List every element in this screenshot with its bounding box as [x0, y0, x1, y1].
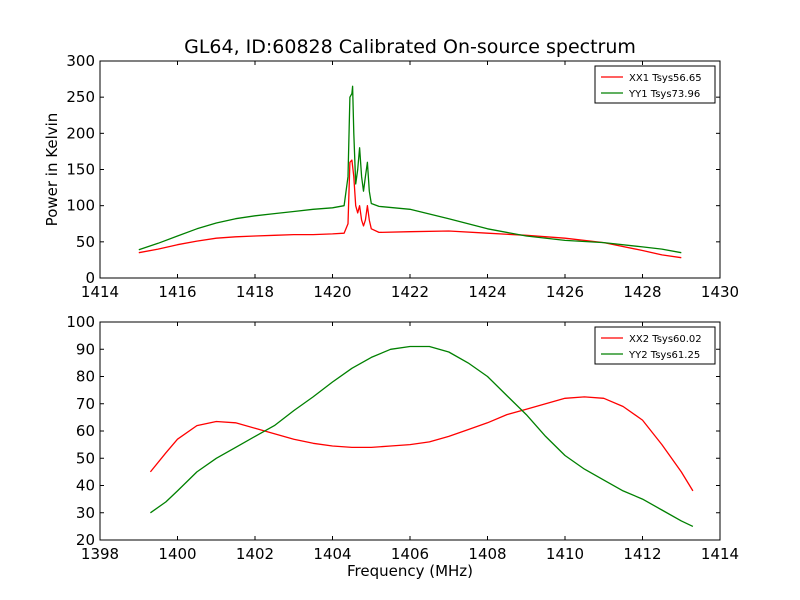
y-tick-label: 40 [76, 477, 95, 495]
series-line-2 [150, 345, 694, 527]
y-tick-label: 20 [76, 531, 95, 549]
legend-box [594, 65, 716, 104]
x-tick-label: 1416 [158, 283, 196, 301]
x-tick-label: 1412 [623, 545, 661, 563]
legend: XX2 Tsys60.02 YY2 Tsys61.25 [594, 326, 716, 365]
series-line-1 [149, 396, 694, 492]
y-axis-title: Power in Kelvin [43, 113, 61, 227]
x-tick-label: 1422 [391, 283, 429, 301]
x-tick-label: 1418 [236, 283, 274, 301]
y-tick-label: 100 [66, 197, 95, 215]
series-line-2 [138, 85, 682, 254]
x-tick-label: 1420 [313, 283, 351, 301]
legend-label-1: XX1 Tsys56.65 [629, 73, 702, 84]
x-tick-label: 1404 [313, 545, 351, 563]
x-tick-label: 1398 [81, 545, 119, 563]
chart-2: 1398 1400 1402 1404 1406 1408 1410 1412 1414 20 30… [66, 313, 739, 580]
y-tick-label: 150 [66, 161, 95, 179]
x-tick-label: 1406 [391, 545, 429, 563]
y-tick-label: 90 [76, 340, 95, 358]
y-tick-label: 250 [66, 88, 95, 106]
y-tick-label: 60 [76, 422, 95, 440]
y-tick-label: 30 [76, 504, 95, 522]
x-tick-label: 1424 [468, 283, 506, 301]
legend-label-2: YY2 Tsys61.25 [628, 350, 700, 361]
x-tick-label: 1408 [468, 545, 506, 563]
legend-label-2: YY1 Tsys73.96 [628, 89, 700, 100]
series-line-1 [138, 159, 682, 259]
legend-box [594, 326, 716, 365]
y-tick-label: 0 [85, 269, 95, 287]
series-group [149, 345, 694, 527]
series-group [138, 85, 682, 259]
y-tick-label: 300 [66, 52, 95, 70]
x-tick-label: 1402 [236, 545, 274, 563]
legend-label-1: XX2 Tsys60.02 [629, 334, 702, 345]
legend: XX1 Tsys56.65 YY1 Tsys73.96 [594, 65, 716, 104]
y-tick-label: 100 [66, 313, 95, 331]
x-tick-label: 1428 [623, 283, 661, 301]
y-tick-label: 70 [76, 395, 95, 413]
x-tick-label: 1410 [546, 545, 584, 563]
x-tick-label: 1414 [81, 283, 119, 301]
y-tick-label: 200 [66, 124, 95, 142]
x-tick-label: 1430 [701, 283, 739, 301]
x-tick-label: 1426 [546, 283, 584, 301]
y-tick-label: 50 [76, 449, 95, 467]
x-tick-label: 1400 [158, 545, 196, 563]
chart-title: GL64, ID:60828 Calibrated On-source spec… [184, 36, 636, 58]
charts: 1414 1416 1418 1420 1422 1424 1426 1428 14300501… [43, 52, 739, 580]
x-axis-title: Frequency (MHz) [347, 562, 473, 580]
y-tick-label: 50 [76, 233, 95, 251]
chart-1: 1414 1416 1418 1420 1422 1424 1426 1428 1430 0 50 1… [43, 52, 739, 301]
x-tick-label: 1414 [701, 545, 739, 563]
y-tick-label: 80 [76, 368, 95, 386]
